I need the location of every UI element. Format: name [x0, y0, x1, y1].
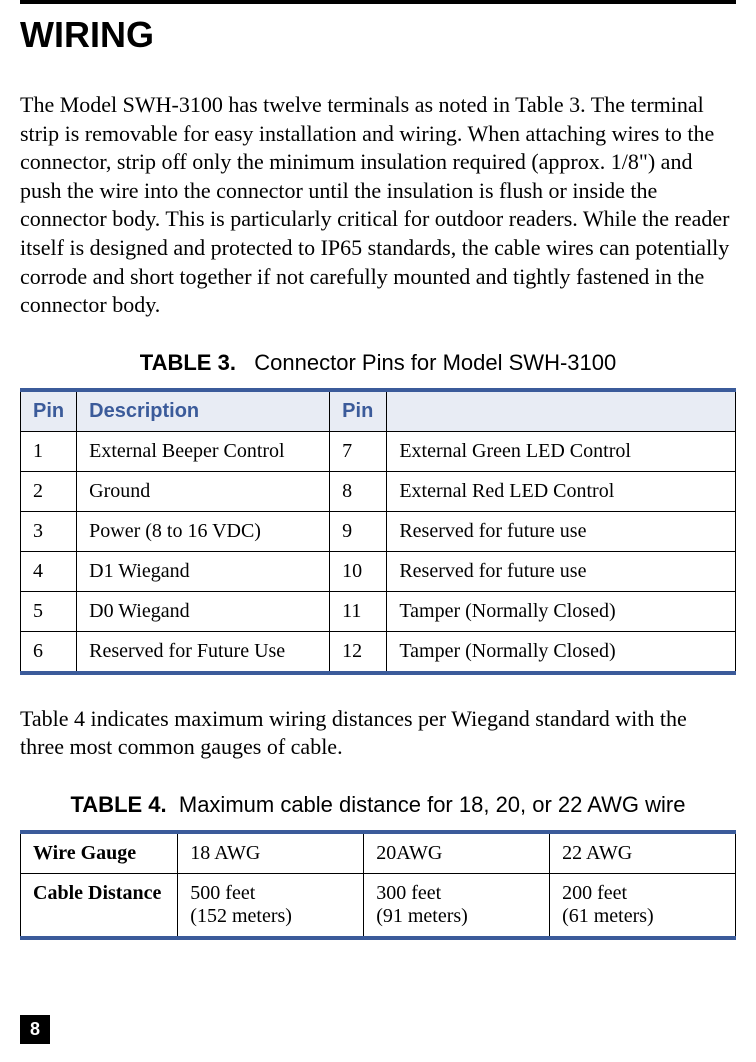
distance-feet: 500 feet — [190, 882, 255, 904]
wire-gauge-18: 18 AWG — [178, 832, 364, 874]
table-cell-desc1: External Beeper Control — [77, 431, 330, 471]
table-cell-pin2: 7 — [330, 431, 387, 471]
table4-intro-paragraph: Table 4 indicates maximum wiring distanc… — [20, 705, 736, 762]
cable-distance-18: 500 feet (152 meters) — [178, 873, 364, 938]
table-cell-pin2: 12 — [330, 631, 387, 673]
table-cell-desc2: Tamper (Normally Closed) — [387, 631, 736, 673]
section-heading: WIRING — [20, 14, 736, 56]
distance-feet: 300 feet — [376, 882, 441, 904]
distance-meters: (152 meters) — [190, 905, 292, 927]
distance-meters: (91 meters) — [376, 905, 468, 927]
table-row: 6Reserved for Future Use12Tamper (Normal… — [21, 631, 736, 673]
table-cell-pin1: 3 — [21, 511, 77, 551]
header-pin1: Pin — [21, 390, 77, 432]
table-cell-pin1: 5 — [21, 591, 77, 631]
table-row: 2Ground8External Red LED Control — [21, 471, 736, 511]
cable-distance-table: Wire Gauge 18 AWG 20AWG 22 AWG Cable Dis… — [20, 830, 736, 940]
table-cell-desc2: External Red LED Control — [387, 471, 736, 511]
cable-distance-20: 300 feet (91 meters) — [364, 873, 550, 938]
table-cell-pin1: 2 — [21, 471, 77, 511]
table-row: 1External Beeper Control7External Green … — [21, 431, 736, 471]
table-cell-desc1: Power (8 to 16 VDC) — [77, 511, 330, 551]
table-cell-desc1: D0 Wiegand — [77, 591, 330, 631]
table-cell-desc1: D1 Wiegand — [77, 551, 330, 591]
cable-distance-22: 200 feet (61 meters) — [550, 873, 736, 938]
distance-feet: 200 feet — [562, 882, 627, 904]
connector-pins-table: Pin Description Pin 1External Beeper Con… — [20, 388, 736, 675]
wire-gauge-label: Wire Gauge — [21, 832, 178, 874]
table-row: Cable Distance 500 feet (152 meters) 300… — [21, 873, 736, 938]
table-row: Wire Gauge 18 AWG 20AWG 22 AWG — [21, 832, 736, 874]
wire-gauge-22: 22 AWG — [550, 832, 736, 874]
page-number: 8 — [20, 1015, 50, 1044]
table-cell-pin1: 1 — [21, 431, 77, 471]
intro-paragraph: The Model SWH-3100 has twelve terminals … — [20, 91, 736, 320]
table-cell-desc1: Reserved for Future Use — [77, 631, 330, 673]
table-cell-pin1: 6 — [21, 631, 77, 673]
table-cell-pin2: 11 — [330, 591, 387, 631]
wire-gauge-20: 20AWG — [364, 832, 550, 874]
table3-caption-text: Connector Pins for Model SWH-3100 — [254, 350, 616, 375]
header-desc1: Description — [77, 390, 330, 432]
table-cell-pin1: 4 — [21, 551, 77, 591]
distance-meters: (61 meters) — [562, 905, 654, 927]
table3-caption-label: TABLE 3. — [140, 350, 236, 375]
cable-distance-label: Cable Distance — [21, 873, 178, 938]
table-cell-desc2: External Green LED Control — [387, 431, 736, 471]
top-border — [20, 0, 736, 4]
table-cell-pin2: 10 — [330, 551, 387, 591]
table3-caption: TABLE 3. Connector Pins for Model SWH-31… — [20, 350, 736, 376]
table4-caption-label: TABLE 4. — [70, 792, 166, 817]
table-header-row: Pin Description Pin — [21, 390, 736, 432]
table-cell-desc2: Tamper (Normally Closed) — [387, 591, 736, 631]
table-row: 5D0 Wiegand11Tamper (Normally Closed) — [21, 591, 736, 631]
table4-caption: TABLE 4. Maximum cable distance for 18, … — [20, 792, 736, 818]
table-cell-desc2: Reserved for future use — [387, 551, 736, 591]
table4-caption-text: Maximum cable distance for 18, 20, or 22… — [179, 792, 686, 817]
header-pin2: Pin — [330, 390, 387, 432]
table-cell-pin2: 8 — [330, 471, 387, 511]
table-row: 3Power (8 to 16 VDC)9Reserved for future… — [21, 511, 736, 551]
table-cell-desc2: Reserved for future use — [387, 511, 736, 551]
header-desc2 — [387, 390, 736, 432]
table-row: 4D1 Wiegand10Reserved for future use — [21, 551, 736, 591]
table-cell-pin2: 9 — [330, 511, 387, 551]
table-cell-desc1: Ground — [77, 471, 330, 511]
